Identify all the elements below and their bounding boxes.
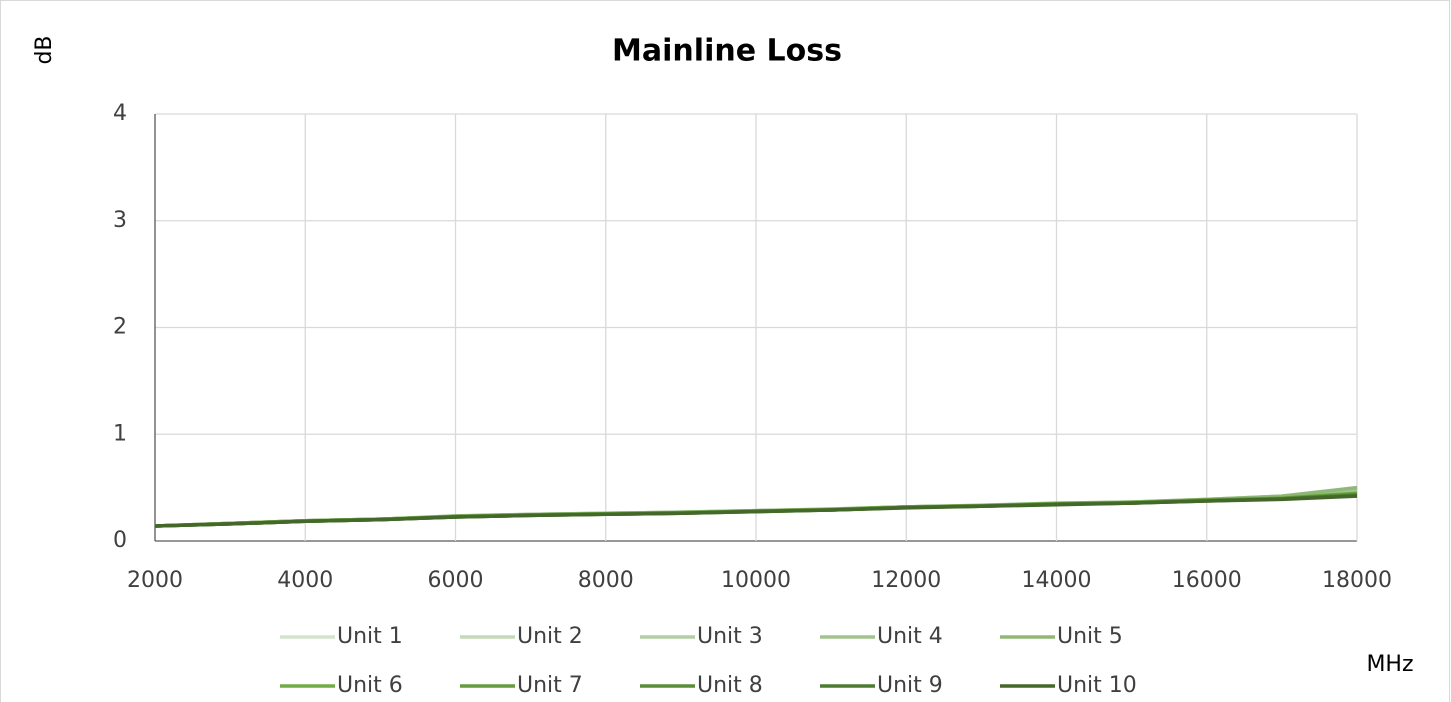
y-tick-label: 4 [113,101,127,126]
y-tick-label: 2 [113,315,127,340]
legend-label: Unit 6 [337,673,403,698]
x-tick-label: 4000 [277,568,333,593]
x-tick-label: 8000 [578,568,634,593]
y-tick-label: 0 [113,528,127,553]
x-tick-label: 14000 [1022,568,1092,593]
chart-title: Mainline Loss [612,34,842,69]
legend-label: Unit 7 [517,673,583,698]
y-tick-label: 3 [113,208,127,233]
x-tick-label: 6000 [428,568,484,593]
series-line [154,494,1358,528]
x-tick-label: 16000 [1172,568,1242,593]
x-tick-label: 2000 [127,568,183,593]
y-axis-label: dB [32,35,57,64]
y-tick-label: 1 [113,421,127,446]
x-tick-label: 10000 [721,568,791,593]
legend-label: Unit 8 [697,673,763,698]
x-tick-label: 18000 [1322,568,1392,593]
legend-label: Unit 2 [517,624,583,649]
legend-label: Unit 3 [697,624,763,649]
legend-label: Unit 9 [877,673,943,698]
legend-label: Unit 1 [337,624,403,649]
legend-label: Unit 4 [877,624,943,649]
legend-label: Unit 10 [1057,673,1137,698]
x-axis-label: MHz [1366,652,1413,677]
legend-label: Unit 5 [1057,624,1123,649]
x-tick-label: 12000 [871,568,941,593]
